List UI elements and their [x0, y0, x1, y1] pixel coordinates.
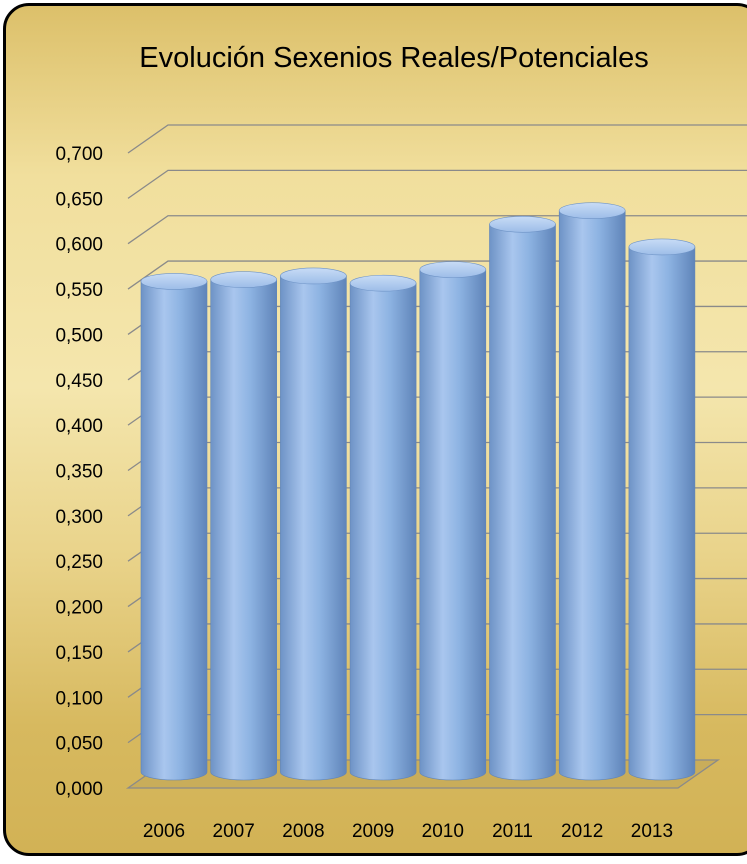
y-tick-label: 0,250 — [55, 552, 103, 573]
bar-cap — [210, 271, 277, 288]
gridline — [127, 124, 747, 154]
gridline — [127, 215, 747, 245]
bar-body — [280, 275, 347, 781]
bar-cap — [349, 274, 417, 292]
bar — [210, 271, 277, 781]
y-tick-label: 0,150 — [55, 643, 103, 664]
gridline — [127, 169, 747, 199]
bars — [140, 202, 696, 781]
y-tick-label: 0,350 — [55, 462, 103, 483]
bar-body — [140, 281, 208, 781]
y-tick-label: 0,000 — [55, 779, 103, 800]
x-tick-label: 2011 — [492, 821, 533, 842]
bar-cap — [558, 202, 626, 219]
bar-body — [419, 269, 487, 781]
bar — [349, 274, 417, 781]
bar — [628, 238, 696, 781]
chart-title: Evolución Sexenios Reales/Potenciales — [139, 42, 648, 74]
x-tick-label: 2013 — [631, 821, 673, 842]
y-tick-label: 0,450 — [55, 371, 103, 392]
x-tick-label: 2009 — [352, 821, 394, 842]
bar — [558, 202, 626, 781]
y-tick-label: 0,550 — [55, 280, 103, 301]
bar-cap — [419, 261, 487, 278]
y-tick-label: 0,400 — [55, 416, 103, 437]
y-tick-label: 0,700 — [55, 144, 103, 165]
bar — [489, 215, 556, 781]
y-tick-label: 0,100 — [55, 688, 103, 709]
x-tick-label: 2010 — [422, 821, 464, 842]
y-tick-label: 0,200 — [55, 598, 103, 619]
bar-cap — [489, 215, 556, 233]
y-tick-label: 0,300 — [55, 507, 103, 528]
y-tick-label: 0,050 — [55, 734, 103, 755]
x-tick-label: 2007 — [213, 821, 255, 842]
x-tick-label: 2008 — [282, 821, 324, 842]
y-axis-ticks: 0,000 0,050 0,100 0,150 0,200 0,250 0,300 0,350… — [55, 144, 103, 800]
bar-cap — [628, 238, 696, 256]
bar-body — [628, 246, 696, 781]
x-tick-label: 2012 — [561, 821, 603, 842]
x-axis-ticks: 2006 2007 2008 2009 2010 2011 2012 2013 — [143, 821, 673, 842]
bar-body — [349, 282, 417, 781]
bar — [140, 273, 208, 781]
y-tick-label: 0,650 — [55, 189, 103, 210]
y-tick-label: 0,500 — [55, 325, 103, 346]
y-tick-label: 0,600 — [55, 235, 103, 256]
bar-body — [489, 223, 556, 781]
bar-cap — [280, 267, 347, 285]
bar-cap — [140, 273, 208, 290]
bar — [280, 267, 347, 781]
bar — [419, 261, 487, 781]
x-tick-label: 2006 — [143, 821, 185, 842]
bar-body — [558, 210, 626, 781]
bar-body — [210, 279, 277, 781]
